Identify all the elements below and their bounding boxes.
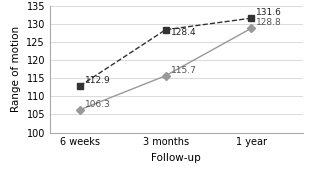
Text: 106.3: 106.3: [85, 100, 111, 109]
X-axis label: Follow-up: Follow-up: [151, 153, 201, 163]
Text: 131.6: 131.6: [256, 8, 282, 17]
Text: 112.9: 112.9: [85, 76, 111, 85]
Text: 128.8: 128.8: [256, 18, 282, 27]
Text: 128.4: 128.4: [171, 28, 196, 37]
Text: 115.7: 115.7: [171, 66, 197, 75]
Y-axis label: Range of motion: Range of motion: [11, 26, 21, 112]
